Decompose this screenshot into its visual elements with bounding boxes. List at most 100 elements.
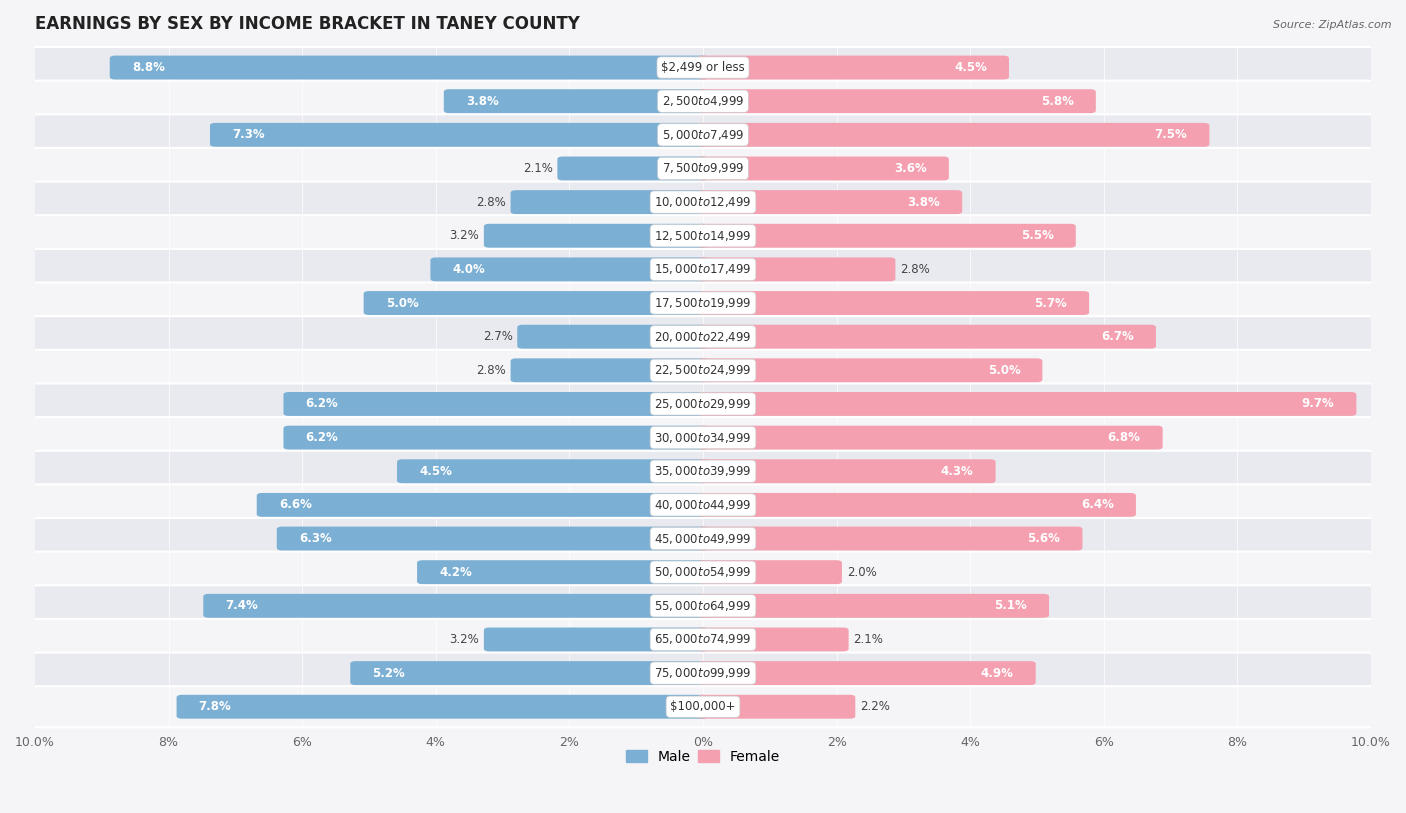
Text: 4.5%: 4.5%: [419, 465, 451, 478]
FancyBboxPatch shape: [697, 157, 949, 180]
Text: 4.5%: 4.5%: [955, 61, 987, 74]
Text: 5.6%: 5.6%: [1028, 532, 1060, 545]
Text: EARNINGS BY SEX BY INCOME BRACKET IN TANEY COUNTY: EARNINGS BY SEX BY INCOME BRACKET IN TAN…: [35, 15, 579, 33]
Text: $100,000+: $100,000+: [671, 700, 735, 713]
Text: $55,000 to $64,999: $55,000 to $64,999: [654, 599, 752, 613]
Text: $12,500 to $14,999: $12,500 to $14,999: [654, 228, 752, 243]
Text: 6.3%: 6.3%: [299, 532, 332, 545]
FancyBboxPatch shape: [28, 485, 1378, 525]
Legend: Male, Female: Male, Female: [620, 745, 786, 769]
FancyBboxPatch shape: [28, 249, 1378, 290]
FancyBboxPatch shape: [510, 359, 709, 382]
Text: 5.2%: 5.2%: [373, 667, 405, 680]
Text: $40,000 to $44,999: $40,000 to $44,999: [654, 498, 752, 512]
Text: 3.6%: 3.6%: [894, 162, 927, 175]
FancyBboxPatch shape: [28, 148, 1378, 189]
FancyBboxPatch shape: [557, 157, 709, 180]
FancyBboxPatch shape: [444, 89, 709, 113]
Text: $17,500 to $19,999: $17,500 to $19,999: [654, 296, 752, 310]
Text: $75,000 to $99,999: $75,000 to $99,999: [654, 666, 752, 680]
Text: 6.7%: 6.7%: [1101, 330, 1133, 343]
Text: 3.2%: 3.2%: [450, 229, 479, 242]
Text: $7,500 to $9,999: $7,500 to $9,999: [662, 162, 744, 176]
FancyBboxPatch shape: [28, 181, 1378, 223]
Text: $50,000 to $54,999: $50,000 to $54,999: [654, 565, 752, 579]
Text: 6.2%: 6.2%: [305, 431, 339, 444]
FancyBboxPatch shape: [697, 359, 1042, 382]
FancyBboxPatch shape: [28, 282, 1378, 324]
Text: 2.2%: 2.2%: [860, 700, 890, 713]
FancyBboxPatch shape: [697, 392, 1357, 416]
Text: 5.1%: 5.1%: [994, 599, 1026, 612]
Text: 2.8%: 2.8%: [477, 363, 506, 376]
Text: 7.4%: 7.4%: [225, 599, 259, 612]
FancyBboxPatch shape: [418, 560, 709, 584]
FancyBboxPatch shape: [697, 258, 896, 281]
Text: 4.3%: 4.3%: [941, 465, 973, 478]
FancyBboxPatch shape: [364, 291, 709, 315]
FancyBboxPatch shape: [209, 123, 709, 147]
FancyBboxPatch shape: [697, 123, 1209, 147]
FancyBboxPatch shape: [28, 47, 1378, 88]
Text: $2,500 to $4,999: $2,500 to $4,999: [662, 94, 744, 108]
FancyBboxPatch shape: [204, 593, 709, 618]
FancyBboxPatch shape: [284, 392, 709, 416]
Text: 5.8%: 5.8%: [1040, 94, 1074, 107]
FancyBboxPatch shape: [28, 384, 1378, 424]
Text: $65,000 to $74,999: $65,000 to $74,999: [654, 633, 752, 646]
Text: 2.1%: 2.1%: [853, 633, 883, 646]
Text: Source: ZipAtlas.com: Source: ZipAtlas.com: [1274, 20, 1392, 30]
Text: 7.3%: 7.3%: [232, 128, 264, 141]
FancyBboxPatch shape: [697, 628, 849, 651]
FancyBboxPatch shape: [697, 224, 1076, 248]
FancyBboxPatch shape: [28, 552, 1378, 593]
FancyBboxPatch shape: [277, 527, 709, 550]
FancyBboxPatch shape: [517, 324, 709, 349]
FancyBboxPatch shape: [28, 619, 1378, 660]
Text: 3.8%: 3.8%: [907, 196, 941, 209]
FancyBboxPatch shape: [484, 628, 709, 651]
Text: 3.2%: 3.2%: [450, 633, 479, 646]
Text: $45,000 to $49,999: $45,000 to $49,999: [654, 532, 752, 546]
Text: 6.6%: 6.6%: [278, 498, 312, 511]
Text: 9.7%: 9.7%: [1302, 398, 1334, 411]
Text: 6.2%: 6.2%: [305, 398, 339, 411]
Text: $35,000 to $39,999: $35,000 to $39,999: [654, 464, 752, 478]
FancyBboxPatch shape: [28, 653, 1378, 693]
FancyBboxPatch shape: [697, 661, 1036, 685]
FancyBboxPatch shape: [697, 560, 842, 584]
Text: 4.2%: 4.2%: [439, 566, 472, 579]
FancyBboxPatch shape: [28, 450, 1378, 492]
Text: 6.4%: 6.4%: [1081, 498, 1114, 511]
FancyBboxPatch shape: [177, 695, 709, 719]
FancyBboxPatch shape: [697, 55, 1010, 80]
FancyBboxPatch shape: [697, 527, 1083, 550]
Text: 4.9%: 4.9%: [981, 667, 1014, 680]
FancyBboxPatch shape: [697, 695, 855, 719]
Text: 2.0%: 2.0%: [846, 566, 876, 579]
Text: $5,000 to $7,499: $5,000 to $7,499: [662, 128, 744, 141]
Text: 3.8%: 3.8%: [465, 94, 499, 107]
Text: 5.7%: 5.7%: [1035, 297, 1067, 310]
FancyBboxPatch shape: [697, 459, 995, 483]
FancyBboxPatch shape: [110, 55, 709, 80]
Text: $10,000 to $12,499: $10,000 to $12,499: [654, 195, 752, 209]
FancyBboxPatch shape: [430, 258, 709, 281]
FancyBboxPatch shape: [484, 224, 709, 248]
Text: $25,000 to $29,999: $25,000 to $29,999: [654, 397, 752, 411]
Text: $30,000 to $34,999: $30,000 to $34,999: [654, 431, 752, 445]
FancyBboxPatch shape: [257, 493, 709, 517]
FancyBboxPatch shape: [28, 417, 1378, 458]
FancyBboxPatch shape: [396, 459, 709, 483]
FancyBboxPatch shape: [697, 426, 1163, 450]
FancyBboxPatch shape: [28, 115, 1378, 155]
Text: 6.8%: 6.8%: [1108, 431, 1140, 444]
FancyBboxPatch shape: [28, 350, 1378, 391]
Text: $2,499 or less: $2,499 or less: [661, 61, 745, 74]
Text: 2.7%: 2.7%: [482, 330, 513, 343]
FancyBboxPatch shape: [28, 80, 1378, 122]
FancyBboxPatch shape: [284, 426, 709, 450]
FancyBboxPatch shape: [28, 686, 1378, 728]
FancyBboxPatch shape: [28, 215, 1378, 256]
Text: 7.8%: 7.8%: [198, 700, 232, 713]
